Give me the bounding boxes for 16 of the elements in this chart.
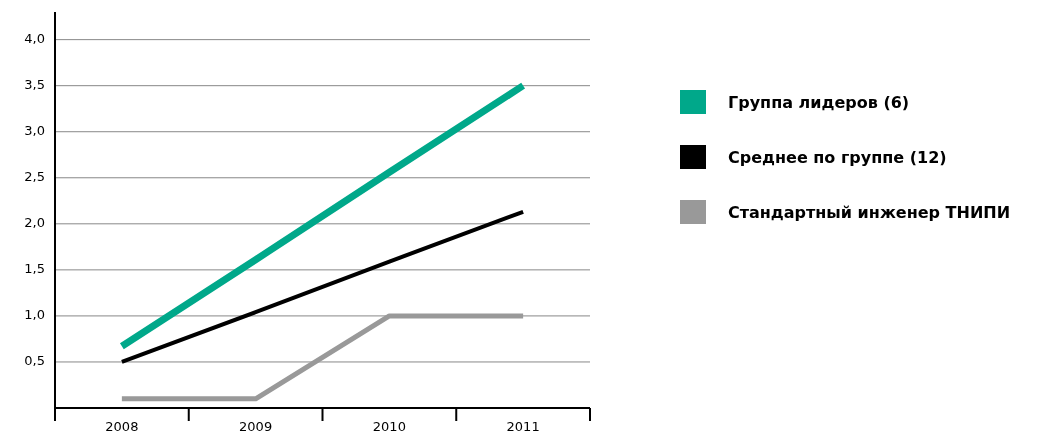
y-tick-label: 1,0 [24, 307, 45, 323]
line-series [119, 209, 526, 364]
y-tick-label: 1,5 [24, 261, 45, 277]
legend-label: Стандартный инженер ТНИПИ [728, 202, 1011, 222]
y-tick-label: 2,5 [24, 169, 45, 185]
x-tick-label: 2009 [239, 419, 273, 434]
y-tick-label: 3,5 [24, 77, 45, 93]
y-tick-label: 3,0 [24, 123, 45, 139]
y-tick-label: 0,5 [24, 353, 45, 369]
legend-label: Среднее по группе (12) [728, 147, 947, 167]
y-tick-label: 2,0 [24, 215, 45, 231]
x-tick-label: 2011 [506, 419, 540, 434]
legend-label: Группа лидеров (6) [728, 92, 910, 112]
x-tick-label: 2010 [372, 419, 406, 434]
x-tick-label: 2008 [105, 419, 139, 434]
y-tick-label: 4,0 [24, 31, 45, 47]
